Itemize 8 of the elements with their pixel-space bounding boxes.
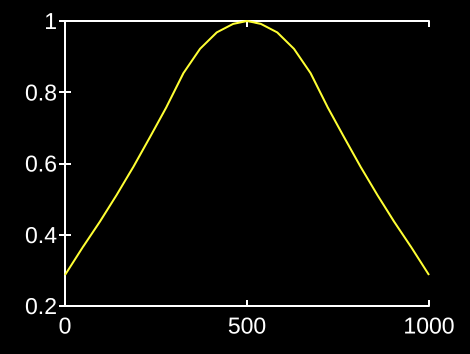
y-tick-label: 0.2	[25, 293, 57, 319]
y-tick-label: 0.4	[25, 222, 58, 248]
x-tick-label: 0	[58, 312, 72, 338]
y-tick-label: 1	[44, 8, 57, 34]
x-tick-label: 1000	[403, 312, 455, 338]
y-tick-label: 0.6	[25, 150, 57, 176]
y-tick-label: 0.8	[25, 79, 57, 106]
x-tick-label: 500	[228, 312, 266, 338]
